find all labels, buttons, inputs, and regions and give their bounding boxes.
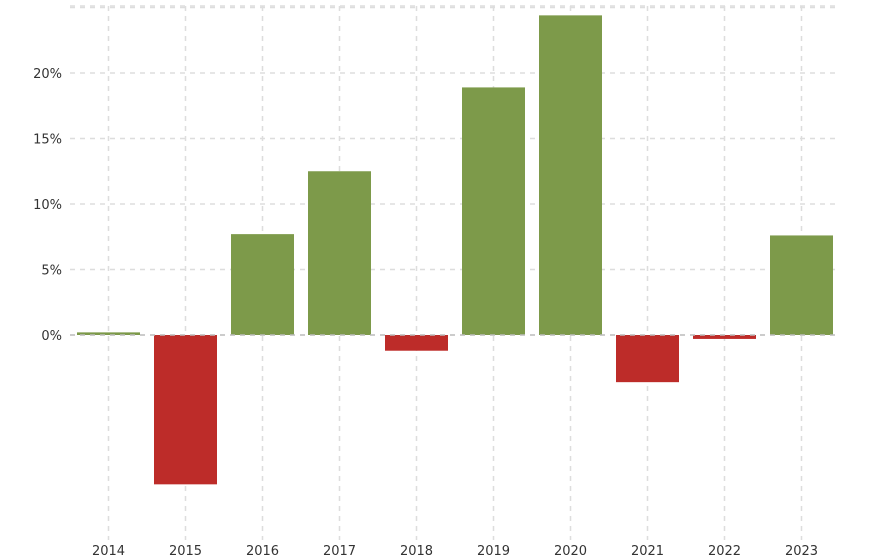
- bar-2017: [308, 171, 371, 335]
- bar-2019: [462, 87, 525, 335]
- x-tick-label: 2014: [92, 544, 125, 559]
- bar-2020: [539, 15, 602, 336]
- y-tick-label: 5%: [41, 264, 62, 279]
- x-tick-label: 2020: [554, 544, 587, 559]
- x-tick-label: 2022: [708, 544, 741, 559]
- bar-2018: [385, 335, 448, 351]
- x-tick-label: 2016: [246, 544, 279, 559]
- y-tick-label: 0%: [41, 329, 62, 344]
- bar-2023: [770, 235, 833, 335]
- x-axis-tick-labels: 2014 2015 2016 2017 2018 2019 2020 2021 2022 2023: [92, 544, 818, 559]
- bar-2022: [693, 335, 756, 339]
- y-axis-tick-labels: 0% 5% 10% 15% 20%: [33, 67, 62, 344]
- x-tick-label: 2017: [323, 544, 356, 559]
- x-tick-label: 2019: [477, 544, 510, 559]
- y-tick-label: 15%: [33, 133, 62, 148]
- bar-2016: [231, 234, 294, 335]
- x-tick-label: 2015: [169, 544, 202, 559]
- bar-2015: [154, 335, 217, 485]
- x-tick-label: 2018: [400, 544, 433, 559]
- y-tick-label: 20%: [33, 67, 62, 82]
- bar-2021: [616, 335, 679, 383]
- bars-layer: [77, 15, 833, 485]
- x-tick-label: 2023: [785, 544, 818, 559]
- y-tick-label: 10%: [33, 198, 62, 213]
- bar-2014: [77, 332, 140, 335]
- x-tick-label: 2021: [631, 544, 664, 559]
